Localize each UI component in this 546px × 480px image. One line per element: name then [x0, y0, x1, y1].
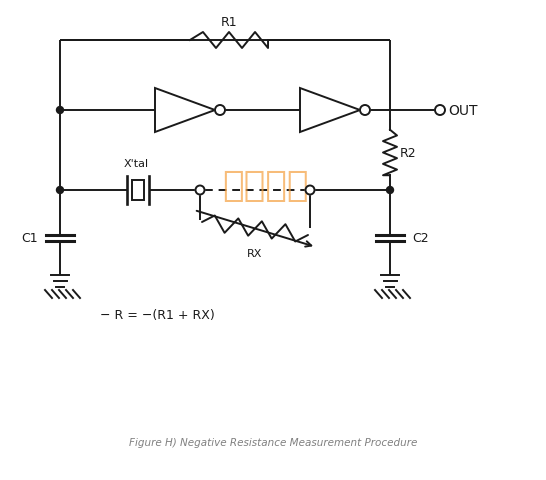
Text: C2: C2 — [412, 232, 429, 245]
Text: 亿金电子: 亿金电子 — [222, 168, 308, 203]
Circle shape — [387, 187, 394, 194]
Text: Figure H) Negative Resistance Measurement Procedure: Figure H) Negative Resistance Measuremen… — [129, 437, 417, 447]
Bar — [132, 180, 144, 201]
Circle shape — [306, 186, 314, 195]
Circle shape — [215, 106, 225, 116]
Circle shape — [56, 187, 63, 194]
Circle shape — [195, 186, 205, 195]
Text: RX: RX — [247, 249, 263, 258]
Text: C1: C1 — [21, 232, 38, 245]
Text: OUT: OUT — [448, 104, 478, 118]
Circle shape — [56, 107, 63, 114]
Circle shape — [435, 106, 445, 116]
Text: X'tal: X'tal — [124, 159, 149, 168]
Circle shape — [360, 106, 370, 116]
Text: R2: R2 — [400, 147, 417, 160]
Text: R1: R1 — [221, 16, 238, 29]
Text: − R = −(R1 + RX): − R = −(R1 + RX) — [100, 309, 215, 322]
